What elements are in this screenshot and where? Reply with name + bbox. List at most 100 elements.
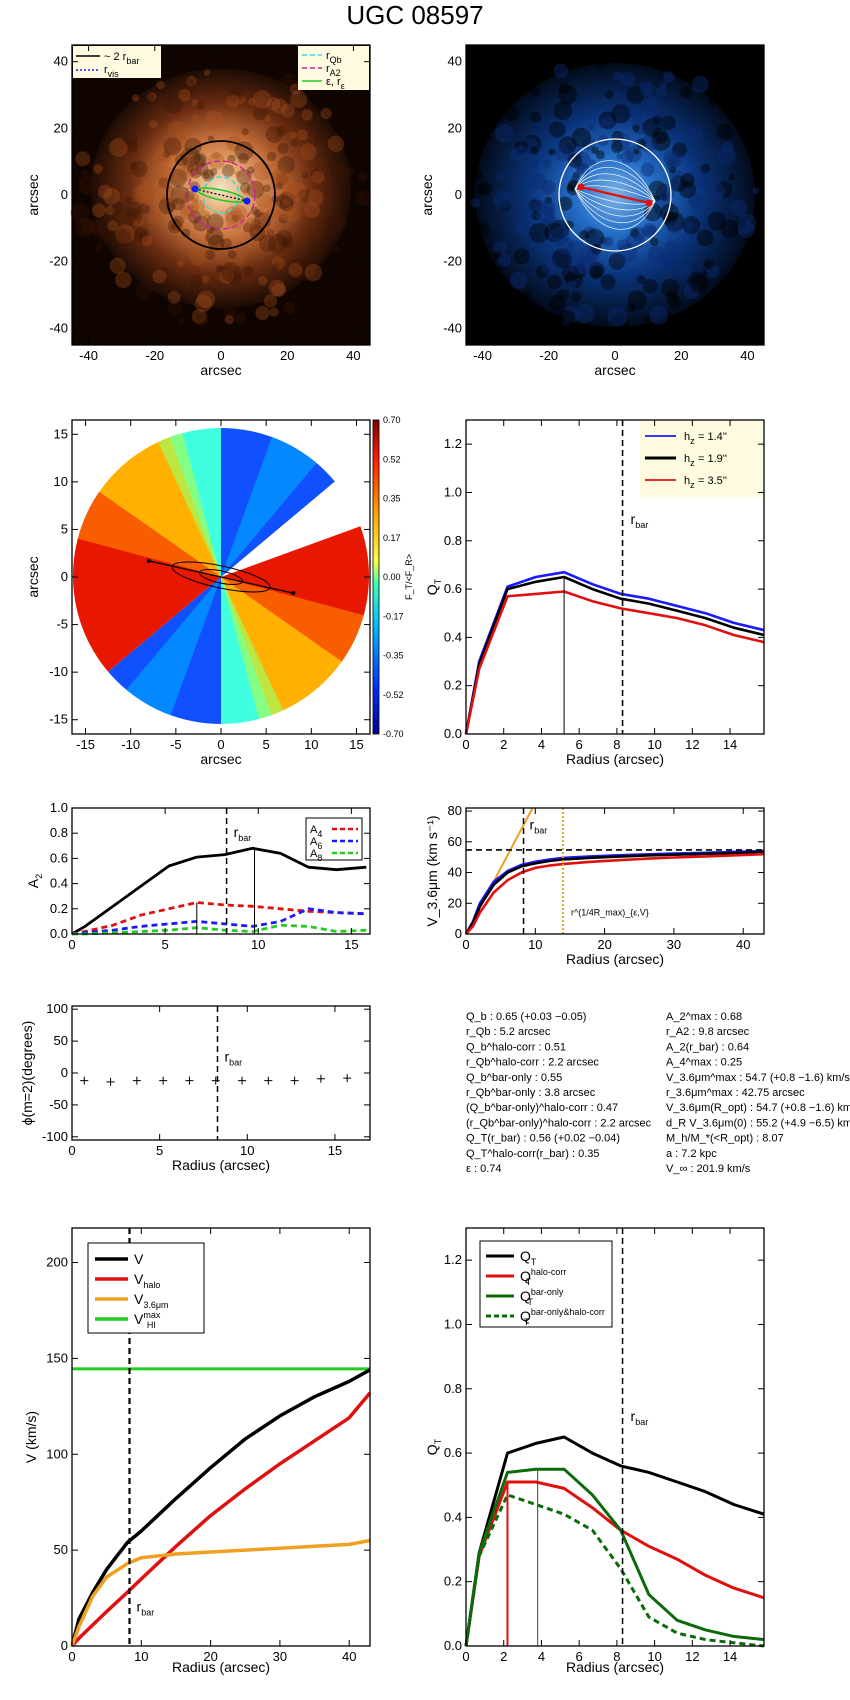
texture-blob xyxy=(548,148,556,156)
texture-blob xyxy=(242,188,251,196)
texture-blob xyxy=(646,95,660,109)
texture-blob xyxy=(544,222,565,243)
texture-blob xyxy=(532,199,547,214)
texture-blob xyxy=(536,205,556,225)
x-tick-label: 12 xyxy=(685,737,699,752)
colorbar-tick-label: 0.00 xyxy=(383,572,401,582)
texture-blob xyxy=(666,219,681,234)
texture-blob xyxy=(530,146,539,155)
texture-blob xyxy=(296,262,316,281)
param-left: (r_Qb^bar-only)^halo-corr : 2.2 arcsec xyxy=(466,1117,652,1129)
y-tick-label: 10 xyxy=(54,474,68,489)
bar-end-marker xyxy=(577,183,585,191)
y-tick-label: 15 xyxy=(54,426,68,441)
legend-label-val: = 1.4'' xyxy=(698,431,727,443)
texture-blob xyxy=(226,136,242,152)
texture-blob xyxy=(707,211,727,231)
a-line-blue xyxy=(71,907,367,936)
texture-blob xyxy=(236,94,246,104)
texture-blob xyxy=(218,266,226,274)
x-tick-label: 20 xyxy=(280,348,294,363)
texture-blob xyxy=(591,146,599,155)
texture-blob xyxy=(659,250,680,271)
param-left: ε : 0.74 xyxy=(466,1163,501,1175)
texture-blob xyxy=(664,240,678,254)
texture-blob xyxy=(282,198,291,207)
y-tick-label: -40 xyxy=(49,320,68,335)
texture-blob xyxy=(647,245,665,263)
texture-blob xyxy=(143,201,151,208)
texture-blob xyxy=(132,220,139,227)
texture-blob xyxy=(558,196,573,211)
panel-parameters: Q_b : 0.65 (+0.03 −0.05) r_Qb : 5.2 arcse… xyxy=(466,1011,850,1175)
texture-blob xyxy=(476,183,489,195)
texture-blob xyxy=(228,86,245,102)
texture-blob xyxy=(167,291,181,304)
texture-blob xyxy=(333,246,341,254)
x-tick-label: 10 xyxy=(528,937,542,952)
texture-blob xyxy=(156,80,165,90)
texture-blob xyxy=(617,239,631,253)
texture-blob xyxy=(569,258,587,276)
y-tick-label: 100 xyxy=(46,1446,68,1461)
texture-blob xyxy=(625,145,643,163)
texture-blob xyxy=(610,312,630,331)
texture-blob xyxy=(736,213,757,233)
texture-blob xyxy=(194,294,213,313)
x-tick-label: 10 xyxy=(251,937,265,952)
y-tick-label: -20 xyxy=(443,254,462,269)
x-tick-label: 0 xyxy=(68,1649,75,1664)
texture-blob xyxy=(639,81,654,96)
texture-blob xyxy=(137,218,145,226)
texture-blob xyxy=(572,171,580,179)
texture-blob xyxy=(575,304,595,324)
y-tick-label: 0.0 xyxy=(444,726,462,741)
texture-blob xyxy=(280,73,298,90)
texture-blob xyxy=(553,101,573,121)
texture-blob xyxy=(690,275,709,294)
x-tick-label: 15 xyxy=(349,737,363,752)
texture-blob xyxy=(158,177,170,189)
v-curve-orange xyxy=(70,1538,371,1647)
texture-blob xyxy=(253,209,262,218)
texture-blob xyxy=(131,94,140,102)
texture-blob xyxy=(578,230,589,240)
texture-blob xyxy=(329,162,349,182)
phase-point xyxy=(185,1076,194,1085)
x-tick-label: 2 xyxy=(500,1649,507,1664)
texture-blob xyxy=(97,184,113,199)
texture-blob xyxy=(265,139,277,151)
texture-blob xyxy=(269,307,279,317)
texture-blob xyxy=(642,278,658,294)
qt-corr-line-black xyxy=(464,1435,765,1647)
texture-blob xyxy=(470,197,481,208)
bar-end-marker xyxy=(243,197,251,205)
texture-blob xyxy=(589,159,597,167)
texture-blob xyxy=(163,94,183,114)
texture-blob xyxy=(297,129,309,141)
x-axis-label: arcsec xyxy=(200,362,241,378)
texture-blob xyxy=(667,295,682,309)
texture-blob xyxy=(567,153,583,168)
texture-blob xyxy=(701,269,709,277)
y-axis-label: arcsec xyxy=(25,556,41,597)
phase-point xyxy=(211,1076,220,1085)
texture-blob xyxy=(256,193,272,209)
y-tick-label: 200 xyxy=(46,1255,68,1270)
texture-blob xyxy=(549,226,570,246)
texture-blob xyxy=(230,204,247,222)
param-right: A_4^max : 0.25 xyxy=(666,1057,742,1069)
texture-blob xyxy=(659,190,670,202)
x-tick-label: -10 xyxy=(121,737,140,752)
p7-frame xyxy=(71,1005,371,1141)
texture-blob xyxy=(299,143,317,161)
texture-blob xyxy=(683,282,701,300)
y-tick-label: 1.2 xyxy=(444,1252,462,1267)
texture-blob xyxy=(237,153,249,164)
texture-blob xyxy=(576,255,596,275)
texture-blob xyxy=(327,159,335,167)
texture-blob xyxy=(651,131,671,152)
y-tick-label: 1.2 xyxy=(444,436,462,451)
texture-blob xyxy=(148,211,163,226)
